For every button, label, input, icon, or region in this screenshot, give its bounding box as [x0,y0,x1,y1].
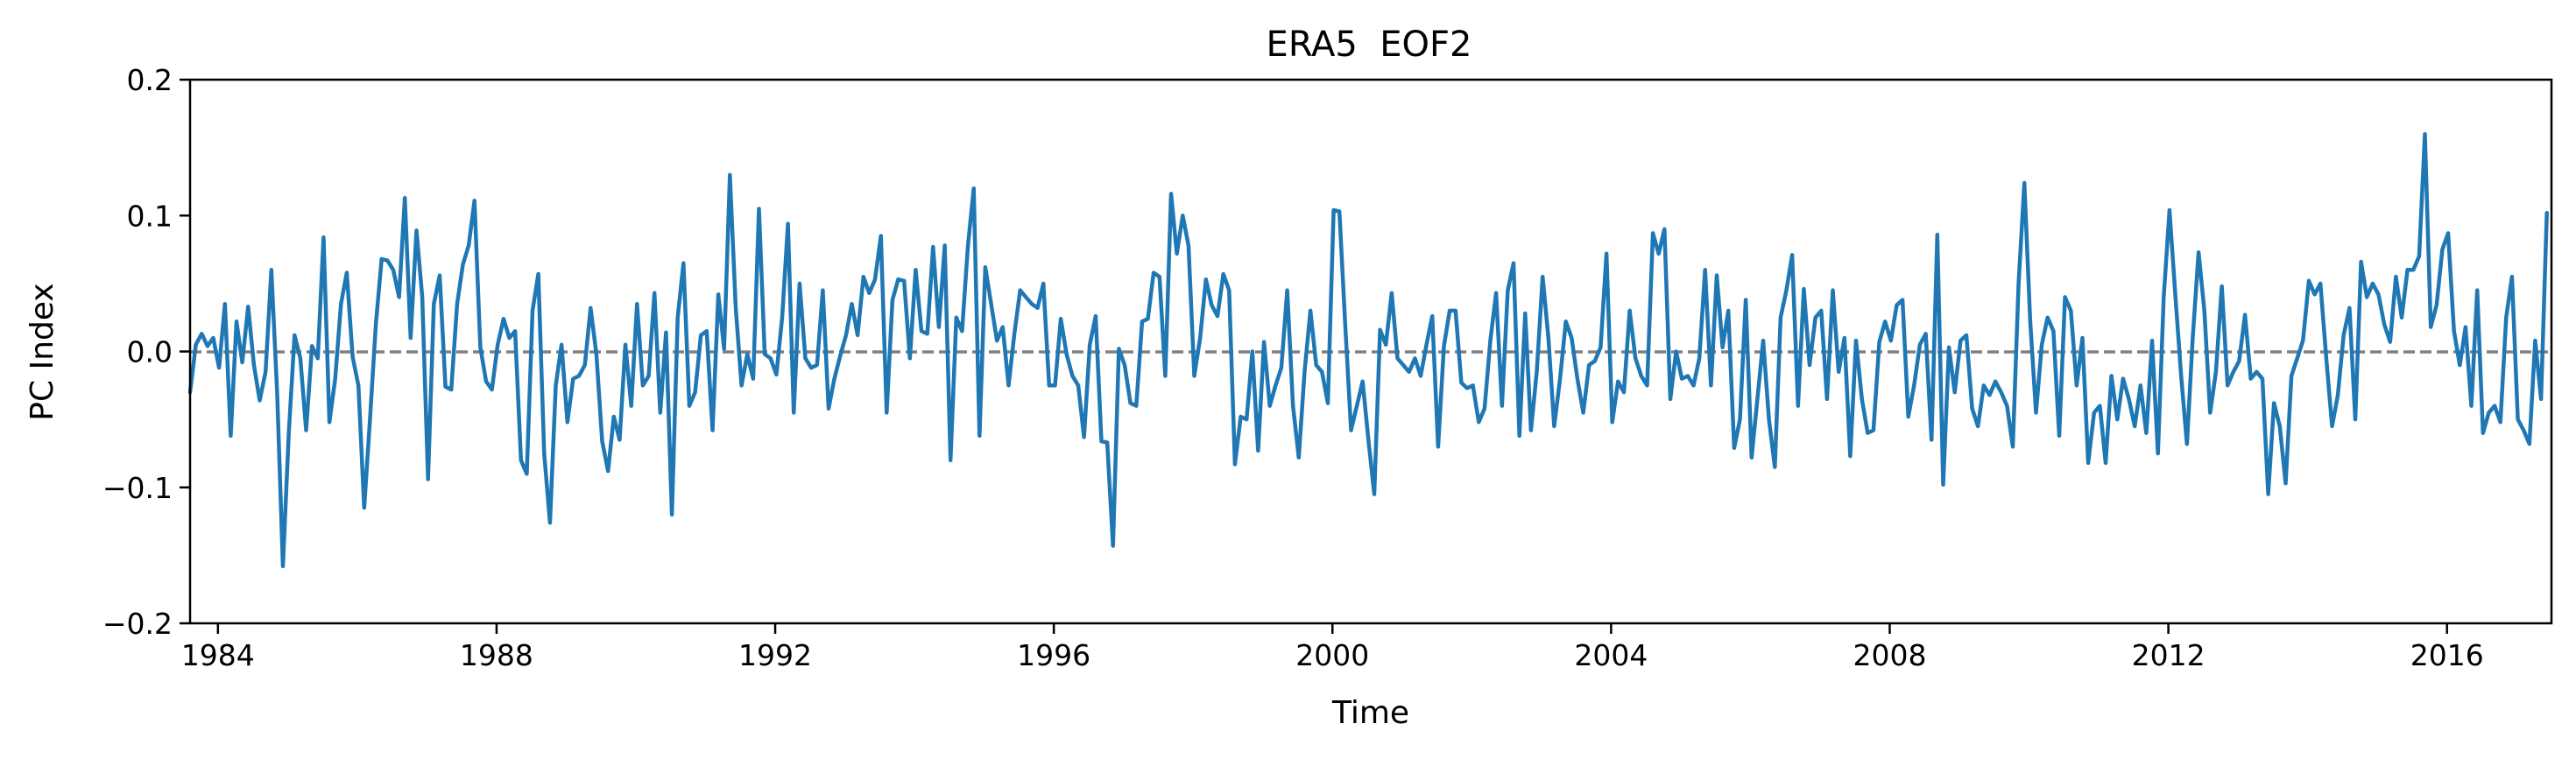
pc-index-series-line [187,131,2549,569]
y-tick-label: 0.1 [127,199,173,233]
y-tick-label: 0.2 [127,63,173,97]
x-tick-label: 2012 [2132,638,2205,672]
y-axis-label: PC Index [25,283,60,420]
x-tick-label: 2004 [1574,638,1648,672]
x-tick-label: 2008 [1853,638,1926,672]
axis-ticks: 1984 1988 1992 1996 2000 2004 2008 2012 2016 −0.2… [102,63,2484,672]
x-tick-label: 1988 [460,638,533,672]
x-tick-label: 2000 [1295,638,1369,672]
x-tick-label: 1984 [181,638,255,672]
plot-frame [188,78,2553,625]
x-tick-label: 1996 [1017,638,1090,672]
x-tick-label: 1992 [738,638,812,672]
x-tick-label: 2016 [2410,638,2484,672]
y-tick-label: 0.0 [127,335,173,369]
chart-title: ERA5 EOF2 [1267,25,1472,65]
y-tick-label: −0.2 [102,607,173,641]
y-tick-label: −0.1 [102,471,173,505]
x-axis-label: Time [1331,695,1409,731]
